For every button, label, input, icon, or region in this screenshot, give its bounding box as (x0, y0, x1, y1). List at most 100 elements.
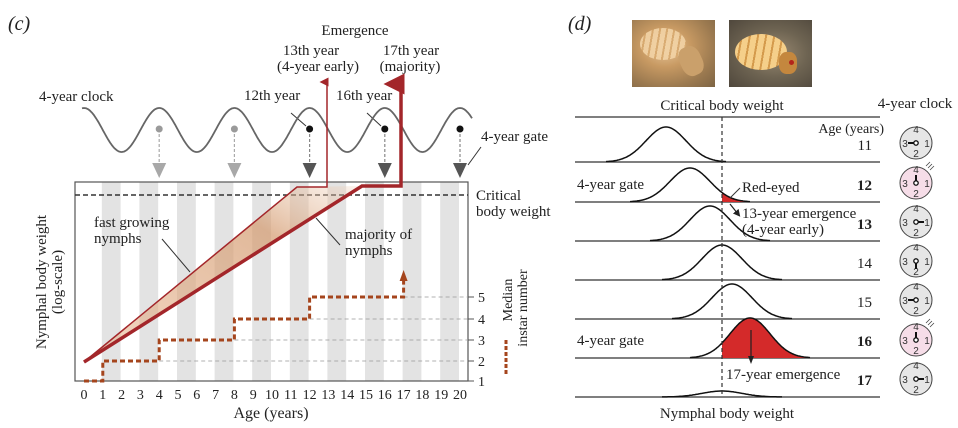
cicada-head-2 (779, 52, 797, 74)
row-age-label: 13 (857, 217, 872, 233)
x-tick-label: 4 (156, 388, 163, 403)
alarm-ring-mark (929, 322, 935, 328)
panel-d-label: (d) (568, 13, 592, 35)
x-tick-label: 10 (265, 388, 279, 403)
alarm-ring-mark (929, 165, 935, 171)
stripe (327, 182, 347, 381)
gate-dot (306, 125, 314, 133)
clock-number: 4 (913, 125, 919, 136)
panel-c: (c) Emergence 13th year (4-year early) 1… (8, 13, 551, 422)
x-tick-label: 3 (137, 388, 144, 403)
panel-d: (d) Critical body weight 4-year clock Ag… (568, 13, 953, 422)
x-axis-label: Age (years) (233, 405, 308, 422)
clock-number: 4 (913, 165, 919, 176)
cicada-body-2 (735, 34, 787, 70)
gate-triangle (377, 163, 392, 178)
clock-title: 4-year clock (878, 96, 953, 112)
clock-label: 4-year clock (39, 89, 114, 105)
em13-line2: (4-year early) (742, 222, 824, 238)
weight-distribution-curve (671, 283, 793, 320)
x-tick-label: 14 (340, 388, 354, 403)
clock-number: 1 (924, 375, 930, 386)
x-tick-label: 2 (118, 388, 125, 403)
gate-dot (155, 125, 163, 133)
row-age-label: 14 (857, 256, 873, 272)
x-tick-label: 9 (250, 388, 257, 403)
red-eyed-leader (729, 187, 741, 199)
clock-number: 3 (902, 257, 908, 268)
gate-triangle (453, 163, 467, 178)
clock-number: 1 (924, 218, 930, 229)
x-tick-label: 1 (99, 388, 106, 403)
alarm-ring-mark (925, 161, 931, 167)
em17-label: 17-year emergence (726, 367, 841, 383)
alarm-ring-mark (927, 163, 933, 169)
red-eyed-label: Red-eyed (742, 180, 800, 196)
x-tick-label: 16 (378, 388, 392, 403)
right-tick-label: 3 (478, 334, 485, 349)
clock-number: 1 (924, 296, 930, 307)
gate-dot (230, 125, 238, 133)
clock-pivot (913, 219, 919, 225)
gate-triangle (227, 163, 242, 178)
row-gate-label: 4-year gate (577, 333, 644, 349)
instar-step-line (84, 279, 406, 383)
clock-number: 1 (924, 179, 930, 190)
emerging-fraction-fill (722, 318, 810, 358)
year16-leader (366, 112, 382, 127)
instar-arrowhead (399, 270, 408, 281)
clock-pivot (913, 180, 919, 186)
clock-pivot (913, 258, 919, 264)
clock-number: 3 (902, 218, 908, 229)
year16-label: 16th year (336, 88, 392, 104)
clock-number: 3 (902, 139, 908, 150)
weight-distribution-curve (689, 317, 811, 359)
fast-growth-path (83, 77, 329, 363)
emergence-17-line1: 17th year (383, 43, 439, 59)
panel-c-label: (c) (8, 13, 31, 35)
x-tick-label: 20 (453, 388, 467, 403)
clock-number: 3 (902, 336, 908, 347)
clock-number: 3 (902, 179, 908, 190)
alarm-ring-mark (927, 320, 933, 326)
plot-frame (74, 181, 469, 382)
x-tick-label: 13 (321, 388, 335, 403)
stripe (101, 182, 121, 381)
clock-number: 2 (913, 306, 919, 317)
clock-number: 2 (913, 267, 919, 278)
age-header: Age (years) (818, 122, 884, 137)
x-tick-label: 15 (359, 388, 373, 403)
clock-wave-line (81, 107, 473, 153)
row-gate-label: 4-year gate (577, 177, 644, 193)
clock-pivot (913, 297, 919, 303)
clock-number: 2 (913, 385, 919, 396)
stripe (139, 182, 159, 381)
clock-number: 4 (913, 322, 919, 333)
clock-number: 4 (913, 204, 919, 215)
fast-label-line1: fast growing (94, 215, 170, 231)
clock-number: 4 (913, 361, 919, 372)
clock-number: 1 (924, 139, 930, 150)
cicada-photo-2 (729, 20, 812, 87)
cicada-red-eye (789, 60, 794, 65)
gate-markers (152, 125, 467, 178)
x-tick-label: 17 (397, 388, 411, 403)
x-tick-label: 18 (415, 388, 429, 403)
x-tick-label: 6 (193, 388, 200, 403)
clock-number: 3 (902, 375, 908, 386)
instar-line2: instar number (516, 269, 531, 347)
instar-axis-ticks: 1 2 3 4 5 (468, 291, 485, 390)
gate-leader (467, 146, 482, 166)
four-year-clock-wave (81, 107, 473, 153)
clock-pivot (913, 140, 919, 146)
instar-axis-label: Median instar number (501, 269, 531, 347)
row-age-label: 15 (857, 295, 872, 311)
right-tick-label: 5 (478, 291, 485, 306)
